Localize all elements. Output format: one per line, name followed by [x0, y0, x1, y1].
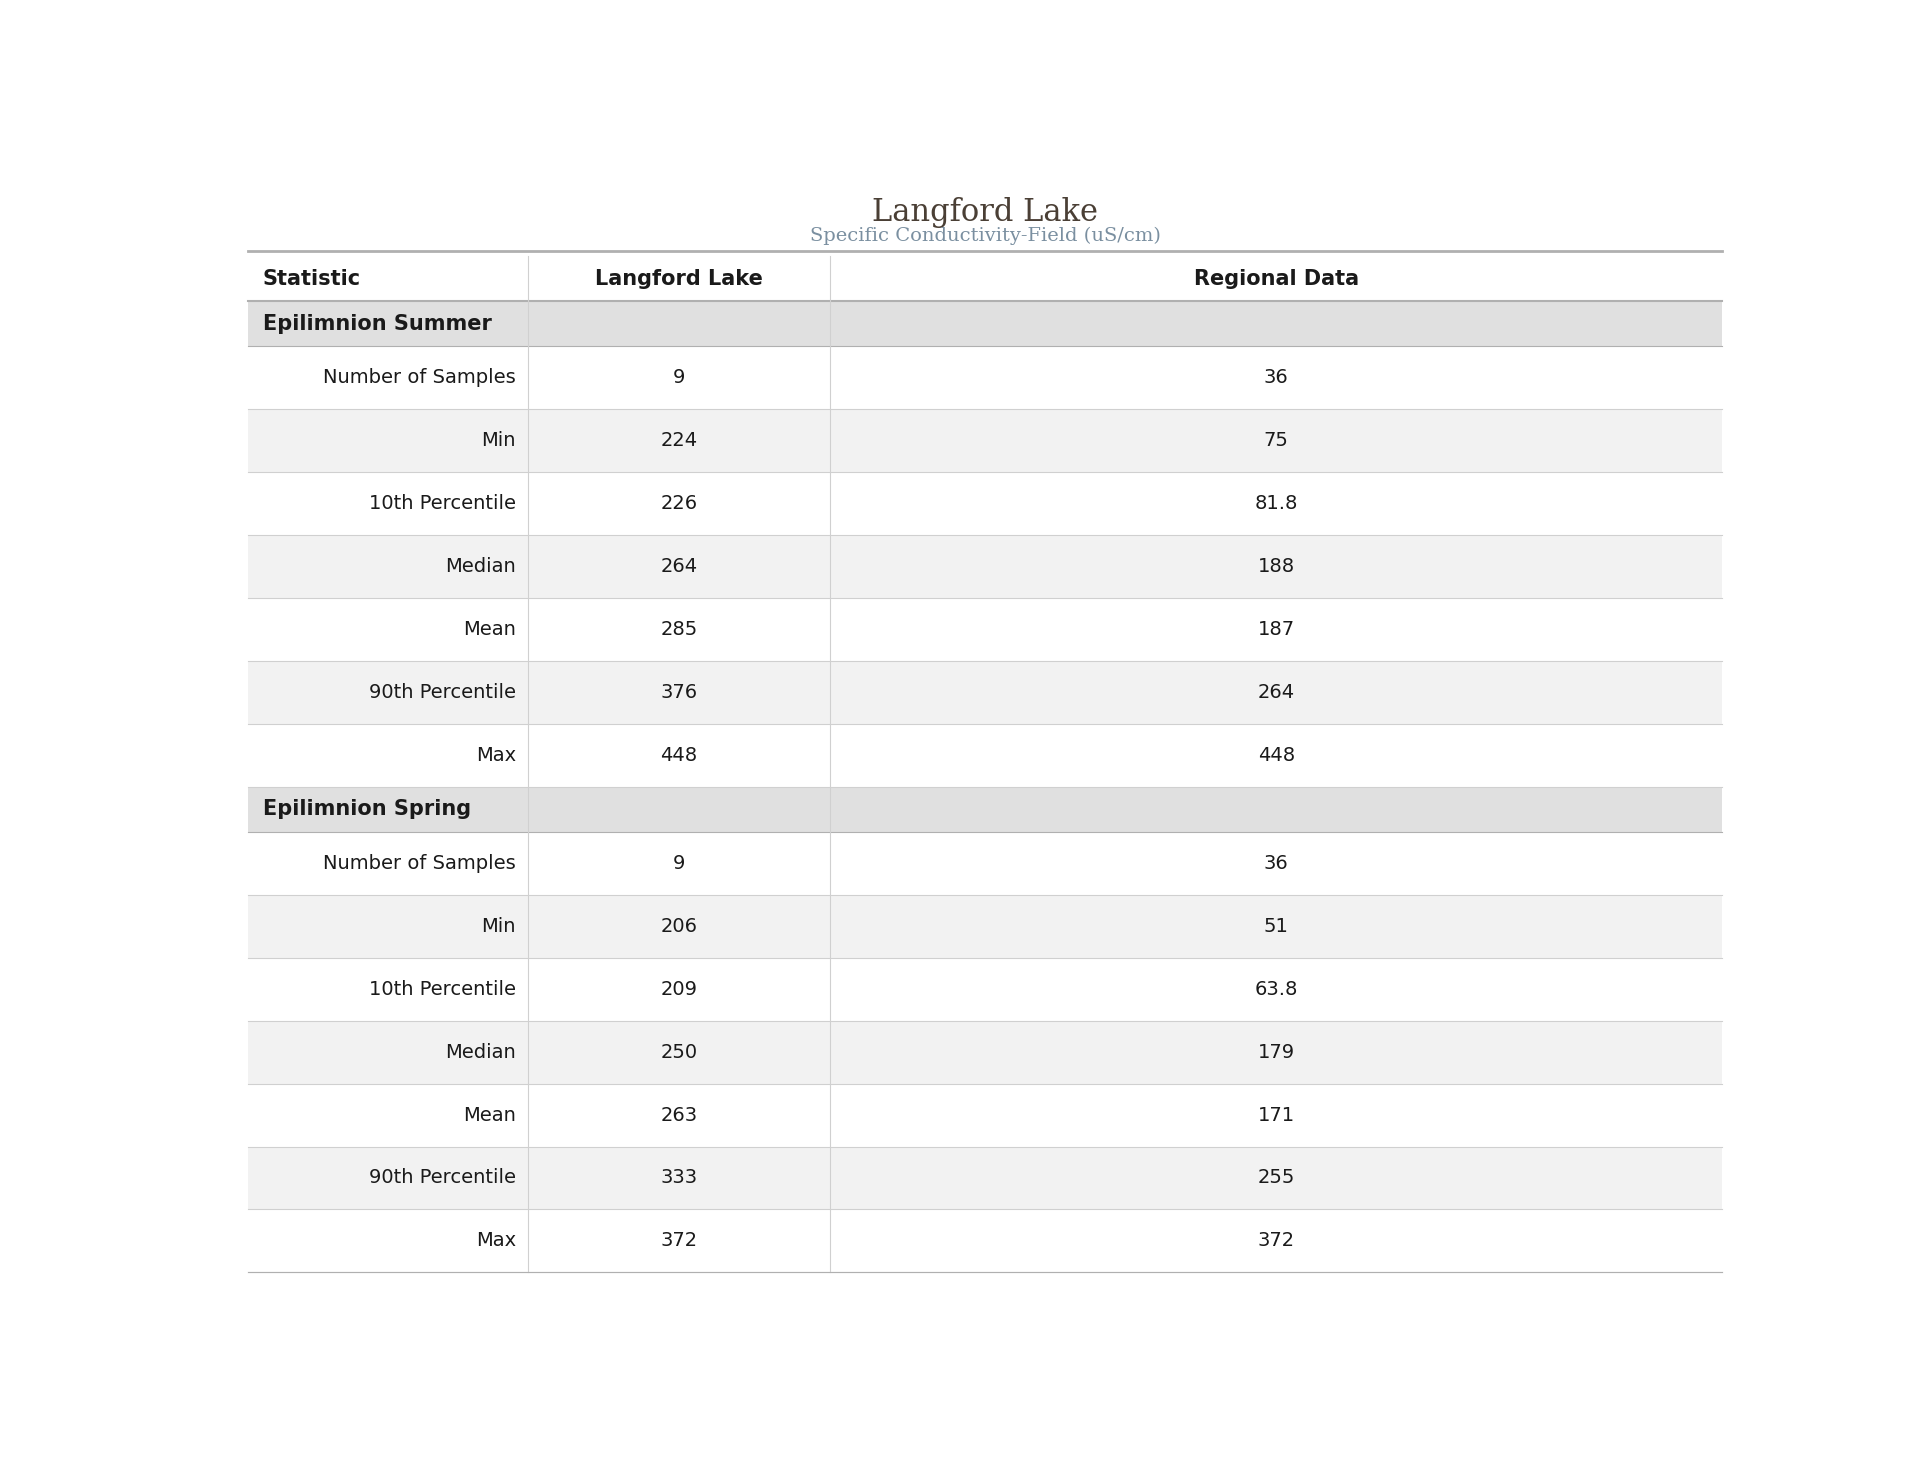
Text: Mean: Mean [463, 620, 515, 639]
Text: 90th Percentile: 90th Percentile [369, 683, 515, 702]
Text: Specific Conductivity-Field (uS/cm): Specific Conductivity-Field (uS/cm) [809, 226, 1161, 245]
Text: 376: 376 [661, 683, 698, 702]
Bar [248, 255, 1722, 301]
Text: Langford Lake: Langford Lake [596, 269, 763, 289]
Bar [248, 1146, 1722, 1209]
Text: Regional Data: Regional Data [1194, 269, 1359, 289]
Bar [248, 409, 1722, 472]
Text: 188: 188 [1257, 556, 1295, 575]
Bar [248, 1021, 1722, 1083]
Text: 448: 448 [1257, 746, 1295, 765]
Text: 63.8: 63.8 [1255, 980, 1297, 999]
Bar [248, 895, 1722, 958]
Text: 75: 75 [1265, 431, 1290, 450]
Text: Median: Median [446, 1042, 515, 1061]
Text: Mean: Mean [463, 1105, 515, 1124]
Bar [248, 472, 1722, 534]
Text: Min: Min [482, 917, 515, 936]
Text: 448: 448 [661, 746, 698, 765]
Text: 10th Percentile: 10th Percentile [369, 980, 515, 999]
Text: Min: Min [482, 431, 515, 450]
Text: Epilimnion Summer: Epilimnion Summer [263, 314, 492, 333]
Bar [248, 301, 1722, 346]
Bar [248, 661, 1722, 724]
Text: 209: 209 [661, 980, 698, 999]
Text: 226: 226 [661, 493, 698, 512]
Text: Statistic: Statistic [263, 269, 361, 289]
Text: 9: 9 [673, 368, 686, 387]
Bar [248, 724, 1722, 787]
Text: 333: 333 [661, 1168, 698, 1187]
Text: Number of Samples: Number of Samples [323, 854, 515, 873]
Text: Langford Lake: Langford Lake [873, 197, 1097, 228]
Text: 36: 36 [1265, 368, 1288, 387]
Text: 372: 372 [661, 1231, 698, 1250]
Text: Max: Max [477, 746, 515, 765]
Text: 51: 51 [1265, 917, 1290, 936]
Bar [248, 832, 1722, 895]
Text: 81.8: 81.8 [1255, 493, 1297, 512]
Bar [248, 599, 1722, 661]
Text: 90th Percentile: 90th Percentile [369, 1168, 515, 1187]
Bar [248, 534, 1722, 599]
Text: 250: 250 [661, 1042, 698, 1061]
Text: 171: 171 [1257, 1105, 1295, 1124]
Text: Median: Median [446, 556, 515, 575]
Text: 263: 263 [661, 1105, 698, 1124]
Text: 224: 224 [661, 431, 698, 450]
Text: 10th Percentile: 10th Percentile [369, 493, 515, 512]
Bar [248, 1209, 1722, 1273]
Bar [248, 346, 1722, 409]
Text: 372: 372 [1257, 1231, 1295, 1250]
Text: 206: 206 [661, 917, 698, 936]
Text: 264: 264 [1257, 683, 1295, 702]
Text: Epilimnion Spring: Epilimnion Spring [263, 799, 471, 819]
Bar [248, 958, 1722, 1021]
Text: Number of Samples: Number of Samples [323, 368, 515, 387]
Bar [248, 1083, 1722, 1146]
Text: 187: 187 [1257, 620, 1295, 639]
Text: 264: 264 [661, 556, 698, 575]
Text: 36: 36 [1265, 854, 1288, 873]
Text: 285: 285 [661, 620, 698, 639]
Text: 179: 179 [1257, 1042, 1295, 1061]
Bar [248, 787, 1722, 832]
Text: Max: Max [477, 1231, 515, 1250]
Text: 9: 9 [673, 854, 686, 873]
Text: 255: 255 [1257, 1168, 1295, 1187]
